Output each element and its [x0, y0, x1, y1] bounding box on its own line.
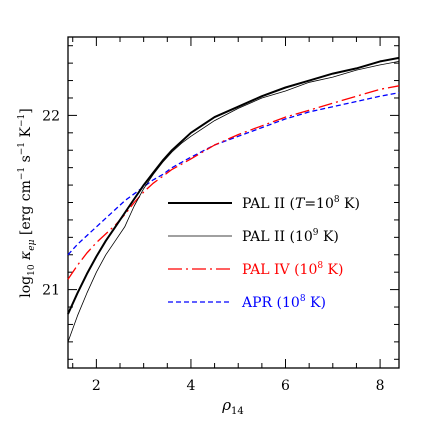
x-axis-label: ρ14 [221, 396, 244, 417]
x-tick-label: 2 [92, 378, 101, 394]
legend-label-pal-ii-1e9: PAL II (109 K) [242, 228, 339, 245]
legend: PAL II (T=108 K) PAL II (109 K) PAL IV (… [168, 195, 360, 311]
x-tick-label: 4 [186, 378, 195, 394]
axis-ticks [68, 37, 399, 368]
y-tick-label: 21 [42, 283, 60, 299]
series-line-2 [67, 85, 400, 280]
axis-tick-labels: 2 4 6 8 21 22 [42, 108, 384, 394]
legend-label-apr-1e8: APR (108 K) [241, 294, 326, 311]
series-line-1 [67, 61, 400, 343]
series-line-0 [67, 56, 400, 315]
y-axis-label: log10 κeμ [erg cm−1 s−1 K−1] [17, 108, 37, 297]
data-curves [67, 56, 400, 343]
x-tick-label: 6 [281, 378, 290, 394]
legend-label-pal-ii-1e8: PAL II (T=108 K) [242, 195, 360, 212]
series-line-3 [67, 92, 400, 256]
x-tick-label: 8 [376, 378, 385, 394]
y-tick-label: 22 [42, 108, 60, 124]
legend-label-pal-iv-1e8: PAL IV (108 K) [242, 261, 343, 278]
